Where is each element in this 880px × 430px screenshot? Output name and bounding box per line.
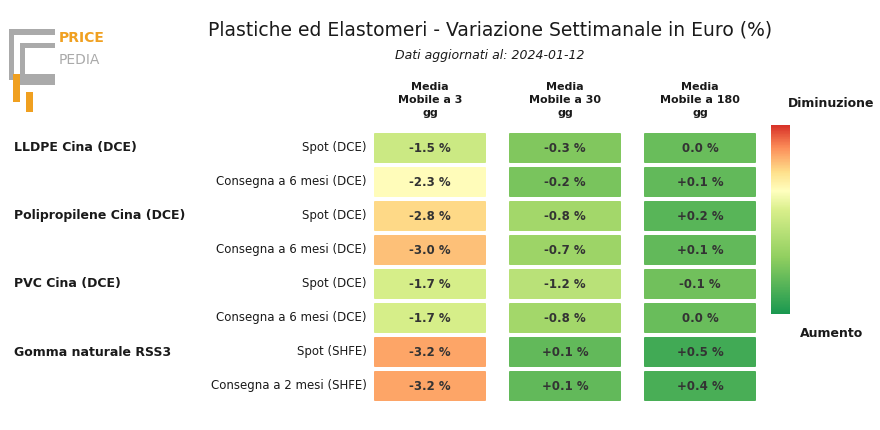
Text: Spot (DCE): Spot (DCE)	[303, 277, 367, 291]
Text: -0.8 %: -0.8 %	[544, 209, 586, 222]
Text: +0.1 %: +0.1 %	[677, 243, 723, 257]
FancyBboxPatch shape	[644, 371, 756, 401]
Text: PRICE: PRICE	[59, 31, 105, 45]
Text: Spot (DCE): Spot (DCE)	[303, 141, 367, 154]
Text: Polipropilene Cina (DCE): Polipropilene Cina (DCE)	[14, 209, 186, 222]
FancyBboxPatch shape	[644, 303, 756, 333]
Text: -0.8 %: -0.8 %	[544, 311, 586, 325]
FancyBboxPatch shape	[644, 133, 756, 163]
Text: LLDPE Cina (DCE): LLDPE Cina (DCE)	[14, 141, 137, 154]
Text: -2.8 %: -2.8 %	[409, 209, 451, 222]
FancyBboxPatch shape	[374, 337, 486, 367]
Text: Plastiche ed Elastomeri - Variazione Settimanale in Euro (%): Plastiche ed Elastomeri - Variazione Set…	[208, 21, 772, 40]
FancyBboxPatch shape	[374, 303, 486, 333]
FancyBboxPatch shape	[509, 201, 621, 231]
FancyBboxPatch shape	[509, 167, 621, 197]
FancyBboxPatch shape	[374, 201, 486, 231]
FancyBboxPatch shape	[509, 133, 621, 163]
Text: +0.1 %: +0.1 %	[542, 345, 589, 359]
FancyBboxPatch shape	[644, 167, 756, 197]
Text: Spot (SHFE): Spot (SHFE)	[297, 345, 367, 359]
Text: -1.7 %: -1.7 %	[409, 277, 451, 291]
Bar	[20, 43, 25, 85]
Text: Media
Mobile a 30
gg: Media Mobile a 30 gg	[529, 82, 601, 118]
Text: +0.1 %: +0.1 %	[542, 380, 589, 393]
FancyBboxPatch shape	[644, 269, 756, 299]
Text: Dati aggiornati al: 2024-01-12: Dati aggiornati al: 2024-01-12	[395, 49, 584, 61]
Text: 0.0 %: 0.0 %	[682, 311, 718, 325]
FancyBboxPatch shape	[509, 235, 621, 265]
FancyBboxPatch shape	[644, 235, 756, 265]
Text: PVC Cina (DCE): PVC Cina (DCE)	[14, 277, 121, 291]
Text: Spot (DCE): Spot (DCE)	[303, 209, 367, 222]
FancyBboxPatch shape	[509, 337, 621, 367]
FancyBboxPatch shape	[374, 235, 486, 265]
Text: Aumento: Aumento	[800, 327, 863, 340]
Text: -1.7 %: -1.7 %	[409, 311, 451, 325]
Text: -2.3 %: -2.3 %	[409, 175, 451, 188]
Text: Gomma naturale RSS3: Gomma naturale RSS3	[14, 345, 171, 359]
Text: -1.2 %: -1.2 %	[544, 277, 586, 291]
Text: -1.5 %: -1.5 %	[409, 141, 451, 154]
Text: -0.7 %: -0.7 %	[544, 243, 586, 257]
FancyBboxPatch shape	[644, 201, 756, 231]
Text: 0.0 %: 0.0 %	[682, 141, 718, 154]
Text: +0.4 %: +0.4 %	[677, 380, 723, 393]
Bar	[9, 74, 55, 80]
Text: Consegna a 2 mesi (SHFE): Consegna a 2 mesi (SHFE)	[211, 380, 367, 393]
FancyBboxPatch shape	[509, 303, 621, 333]
Bar	[9, 28, 55, 34]
FancyBboxPatch shape	[374, 133, 486, 163]
Text: PEDIA: PEDIA	[59, 53, 100, 67]
Text: +0.2 %: +0.2 %	[677, 209, 723, 222]
FancyBboxPatch shape	[509, 269, 621, 299]
Text: Consegna a 6 mesi (DCE): Consegna a 6 mesi (DCE)	[216, 311, 367, 325]
Text: Diminuzione: Diminuzione	[788, 97, 875, 110]
FancyBboxPatch shape	[374, 371, 486, 401]
FancyBboxPatch shape	[509, 371, 621, 401]
FancyBboxPatch shape	[374, 269, 486, 299]
Text: +0.5 %: +0.5 %	[677, 345, 723, 359]
FancyBboxPatch shape	[644, 337, 756, 367]
Text: -0.2 %: -0.2 %	[544, 175, 586, 188]
Text: -3.0 %: -3.0 %	[409, 243, 451, 257]
Bar	[9, 28, 14, 80]
Text: Consegna a 6 mesi (DCE): Consegna a 6 mesi (DCE)	[216, 243, 367, 257]
Bar	[26, 92, 33, 112]
Text: Media
Mobile a 180
gg: Media Mobile a 180 gg	[660, 82, 740, 118]
Text: -3.2 %: -3.2 %	[409, 345, 451, 359]
Bar	[20, 43, 55, 48]
Bar	[20, 80, 55, 85]
Bar	[13, 74, 20, 102]
Text: -0.1 %: -0.1 %	[679, 277, 721, 291]
Text: -3.2 %: -3.2 %	[409, 380, 451, 393]
FancyBboxPatch shape	[374, 167, 486, 197]
Text: +0.1 %: +0.1 %	[677, 175, 723, 188]
Text: Media
Mobile a 3
gg: Media Mobile a 3 gg	[398, 82, 462, 118]
Text: -0.3 %: -0.3 %	[544, 141, 586, 154]
Text: Consegna a 6 mesi (DCE): Consegna a 6 mesi (DCE)	[216, 175, 367, 188]
